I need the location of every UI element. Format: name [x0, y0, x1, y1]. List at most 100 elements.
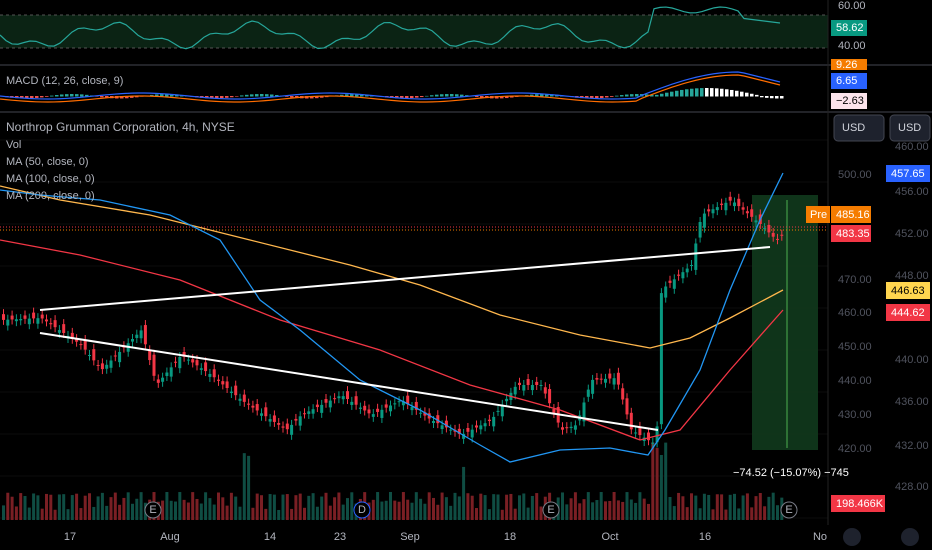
macd-bar — [130, 96, 134, 98]
currency-button[interactable]: USD — [833, 114, 885, 142]
candle-body — [53, 320, 57, 328]
candle-body — [27, 318, 31, 325]
volume-bar — [109, 497, 113, 520]
volume-bar — [100, 492, 104, 520]
candle-body — [135, 334, 139, 338]
candle-body — [406, 395, 410, 405]
price-tag: 198.466K — [831, 495, 885, 512]
tag-bg — [886, 282, 930, 299]
candle-body — [625, 398, 629, 415]
time-label: Aug — [160, 531, 180, 543]
volume-bar — [225, 505, 229, 520]
macd-value: 9.26 — [836, 59, 857, 71]
candle-body — [681, 272, 685, 279]
candle-body — [586, 389, 590, 397]
macd-bar — [425, 95, 429, 97]
volume-bar — [715, 494, 719, 520]
button-label[interactable]: USD — [842, 122, 865, 134]
macd-bar — [705, 88, 709, 97]
candle-body — [307, 411, 311, 414]
candle-body — [131, 339, 134, 342]
price-tag: 483.35 — [831, 225, 871, 242]
settings-button[interactable] — [901, 528, 919, 546]
volume-bar — [191, 492, 195, 520]
volume-bar — [277, 509, 281, 520]
candle-body — [771, 232, 775, 237]
macd-bar — [720, 88, 724, 97]
volume-bar — [19, 493, 23, 520]
macd-bar — [40, 96, 44, 98]
candle-body — [148, 350, 152, 361]
volume-bar — [380, 501, 384, 520]
macd-bar — [695, 88, 699, 97]
macd-bar — [405, 96, 409, 99]
candle-body — [715, 207, 719, 211]
button-bg[interactable] — [889, 114, 931, 142]
volume-bar — [393, 500, 397, 520]
volume-bar — [2, 505, 5, 520]
price-tag: 446.63 — [886, 282, 930, 299]
candle-body — [333, 398, 337, 400]
candle-body — [483, 423, 487, 427]
candle-body — [763, 228, 767, 230]
macd-bar — [685, 89, 689, 97]
price: 444.62 — [891, 307, 925, 319]
candle-body — [88, 355, 91, 356]
macd-bar — [400, 96, 404, 99]
volume-bar — [255, 493, 259, 520]
macd-bar — [360, 94, 364, 97]
macd-bar — [510, 96, 514, 98]
macd-bar — [755, 94, 759, 97]
macd-bar — [260, 94, 264, 97]
volume-bar — [242, 453, 246, 520]
candle-body — [535, 381, 539, 385]
settings-button[interactable] — [843, 528, 861, 546]
macd-bar — [480, 96, 484, 98]
volume-bar — [315, 506, 319, 520]
volume-bar — [298, 493, 302, 520]
volume-bar — [539, 506, 543, 520]
tag-bg — [806, 206, 830, 223]
candle-body — [668, 280, 672, 283]
time-label: 14 — [264, 531, 276, 543]
volume-bar — [281, 494, 285, 520]
candle-body — [371, 414, 375, 417]
price-tag: 444.62 — [886, 304, 930, 321]
trendline — [39, 246, 771, 311]
trendline — [39, 332, 659, 431]
volume-bar — [702, 493, 706, 520]
candle-body — [178, 357, 182, 369]
candle-body — [165, 372, 169, 376]
volume-bar — [229, 492, 233, 520]
macd-bar — [445, 94, 449, 97]
volume-bar — [92, 506, 96, 520]
candle-body — [36, 318, 40, 324]
macd-bar — [590, 96, 594, 99]
candle-body — [118, 351, 122, 363]
volume-bar — [444, 497, 448, 520]
candle-body — [113, 355, 117, 357]
volume-bar — [599, 492, 603, 520]
button-label[interactable]: USD — [898, 122, 921, 134]
candle-body — [616, 372, 620, 385]
candle-body — [780, 234, 784, 236]
volume-bar — [401, 492, 405, 520]
tag-bg — [831, 495, 885, 512]
macd-bar — [680, 89, 684, 97]
candle-body — [242, 394, 246, 402]
volume-bar — [642, 498, 646, 520]
time-label: Oct — [601, 531, 618, 543]
macd-bar — [35, 96, 39, 98]
macd-bar — [275, 95, 279, 97]
button-bg[interactable] — [833, 114, 885, 142]
candle-body — [573, 425, 577, 430]
outer-axis-label: 436.00 — [895, 396, 929, 408]
macd-bar — [765, 96, 769, 98]
volume-bar — [582, 499, 586, 520]
currency-button[interactable]: USD — [889, 114, 931, 142]
volume-bar — [462, 466, 466, 520]
volume-bar — [57, 494, 61, 520]
macd-bar — [25, 96, 29, 99]
macd-bar — [435, 94, 439, 97]
candle-body — [685, 268, 689, 273]
